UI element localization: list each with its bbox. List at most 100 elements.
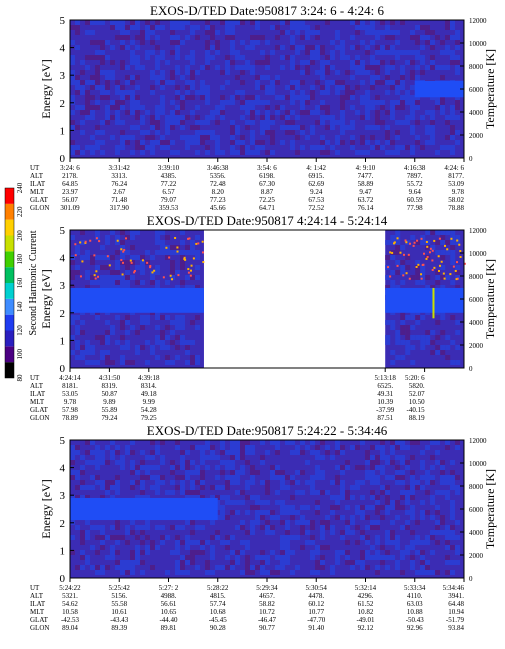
heatmap-cell xyxy=(295,50,300,55)
heatmap-cell xyxy=(255,515,260,520)
heatmap-cell xyxy=(450,500,455,505)
heatmap-cell xyxy=(130,255,135,260)
heatmap-cell xyxy=(420,35,425,40)
heatmap-cell xyxy=(390,475,395,480)
heatmap-cell xyxy=(105,235,110,240)
heatmap-cell xyxy=(400,355,406,360)
heatmap-cell xyxy=(150,255,155,260)
heatmap-cell xyxy=(210,30,215,35)
heatmap-cell xyxy=(100,150,105,155)
heatmap-cell xyxy=(140,140,145,145)
heatmap-cell xyxy=(250,520,255,525)
row-label: GLON xyxy=(30,204,49,212)
heatmap-cell xyxy=(270,150,275,155)
heatmap-cell xyxy=(225,485,230,490)
heatmap-cell xyxy=(115,145,120,150)
heatmap-cell xyxy=(120,465,125,470)
heatmap-cell xyxy=(420,280,426,285)
heatmap-cell xyxy=(375,505,380,510)
heatmap-cell xyxy=(135,470,140,475)
heatmap-cell xyxy=(205,455,210,460)
heatmap-cell xyxy=(435,335,441,340)
heatmap-cell xyxy=(400,95,405,100)
heatmap-cell xyxy=(415,320,421,325)
heatmap-cell xyxy=(115,490,120,495)
heatmap-cell xyxy=(275,110,280,115)
heatmap-cell xyxy=(240,20,245,25)
heatmap-cell xyxy=(335,30,340,35)
heatmap-cell xyxy=(380,50,385,55)
heatmap-cell xyxy=(200,65,205,70)
heatmap-cell xyxy=(270,120,275,125)
heatmap-cell xyxy=(75,315,80,320)
heatmap-cell xyxy=(425,35,430,40)
heatmap-cell xyxy=(95,80,100,85)
hot-point xyxy=(420,273,423,276)
heatmap-cell xyxy=(315,80,320,85)
table-cell: 10.77 xyxy=(308,608,324,616)
heatmap-cell xyxy=(400,525,405,530)
heatmap-cell xyxy=(375,95,380,100)
heatmap-cell xyxy=(120,325,125,330)
heatmap-cell xyxy=(185,345,190,350)
heatmap-cell xyxy=(380,455,385,460)
heatmap-cell xyxy=(325,115,330,120)
heatmap-cell xyxy=(440,520,445,525)
heatmap-cell xyxy=(130,135,135,140)
table-cell: 45.66 xyxy=(210,204,226,212)
heatmap-cell xyxy=(230,560,235,565)
heatmap-cell xyxy=(410,475,415,480)
heatmap-cell xyxy=(330,50,335,55)
heatmap-cell xyxy=(265,530,270,535)
heatmap-cell xyxy=(400,245,406,250)
heatmap-cell xyxy=(265,485,270,490)
heatmap-cell xyxy=(190,445,195,450)
heatmap-cell xyxy=(220,485,225,490)
heatmap-cell xyxy=(180,465,185,470)
heatmap-cell xyxy=(400,20,405,25)
hot-point xyxy=(431,259,434,262)
heatmap-cell xyxy=(185,545,190,550)
heatmap-cell xyxy=(75,270,80,275)
heatmap-cell xyxy=(390,105,395,110)
heatmap-cell xyxy=(145,25,150,30)
table-cell: 4:16:38 xyxy=(404,164,426,172)
heatmap-cell xyxy=(230,120,235,125)
heatmap-cell xyxy=(400,320,406,325)
heatmap-cell xyxy=(280,105,285,110)
heatmap-cell xyxy=(120,25,125,30)
table-cell: 9.78 xyxy=(452,188,465,196)
heatmap-cell xyxy=(415,485,420,490)
heatmap-cell xyxy=(340,85,345,90)
heatmap-cell xyxy=(170,330,175,335)
heatmap-cell xyxy=(115,110,120,115)
heatmap-cell xyxy=(310,475,315,480)
heatmap-cell xyxy=(220,565,225,570)
heatmap-cell xyxy=(110,555,115,560)
heatmap-cell xyxy=(290,145,295,150)
heatmap-cell xyxy=(75,450,80,455)
heatmap-cell xyxy=(420,275,426,280)
heatmap-cell xyxy=(70,550,75,555)
hot-point xyxy=(171,278,174,281)
heatmap-cell xyxy=(440,515,445,520)
table-cell: 67.30 xyxy=(259,180,275,188)
heatmap-cell xyxy=(240,520,245,525)
heatmap-cell xyxy=(110,60,115,65)
heatmap-cell xyxy=(145,525,150,530)
heatmap-cell xyxy=(395,90,400,95)
heatmap-cell xyxy=(135,45,140,50)
heatmap-cell xyxy=(75,565,80,570)
heatmap-cell xyxy=(330,40,335,45)
heatmap-cell xyxy=(155,465,160,470)
heatmap-cell xyxy=(430,55,435,60)
heatmap-cell xyxy=(395,250,401,255)
heatmap-cell xyxy=(75,25,80,30)
heatmap-cell xyxy=(385,80,390,85)
temperature-tick-label: 10000 xyxy=(469,40,487,48)
heatmap-cell xyxy=(140,320,145,325)
heatmap-cell xyxy=(190,245,195,250)
heatmap-cell xyxy=(180,250,185,255)
heatmap-cell xyxy=(230,550,235,555)
heatmap-cell xyxy=(455,70,460,75)
